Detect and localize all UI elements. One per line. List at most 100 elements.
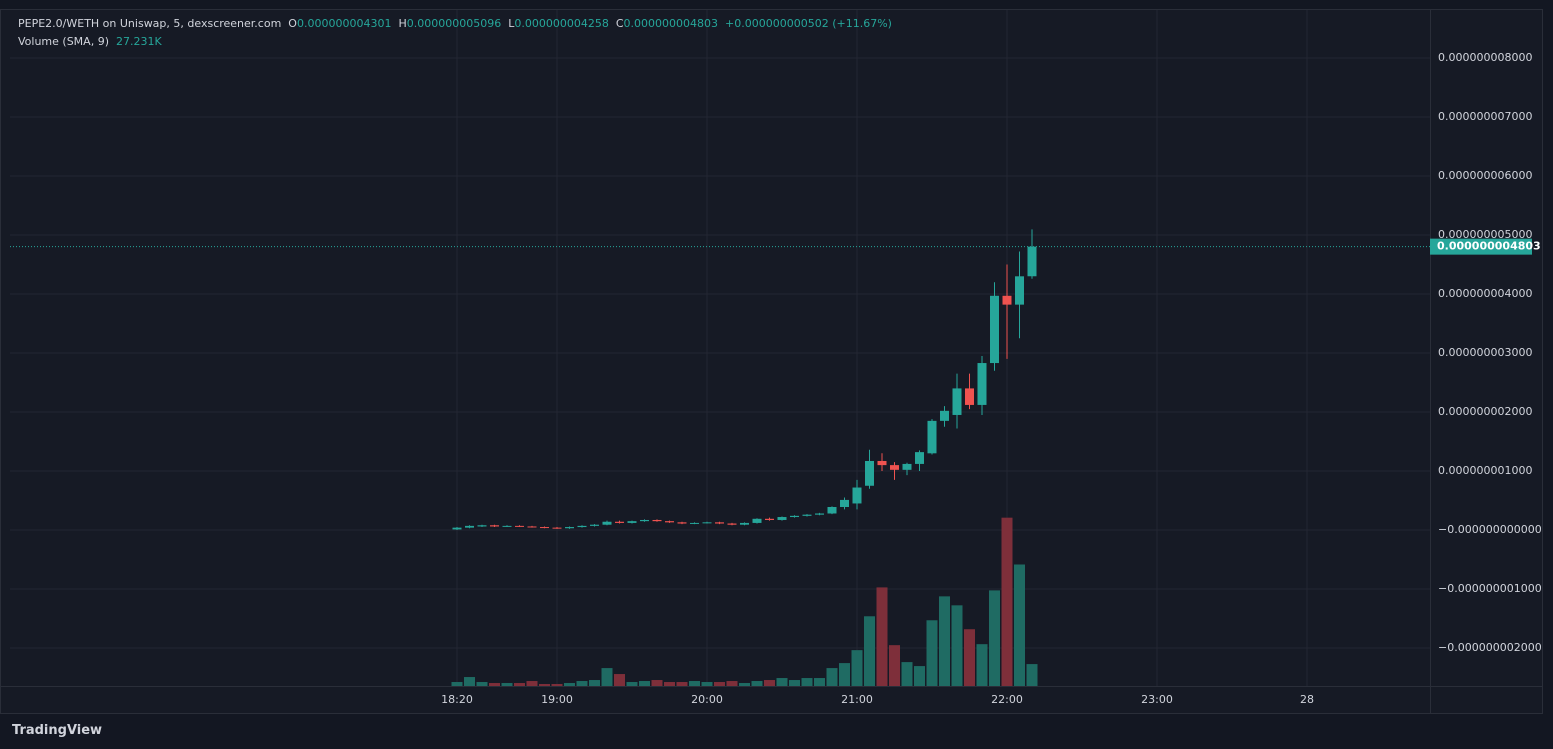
candle-body xyxy=(940,410,949,421)
candle-body xyxy=(865,460,874,486)
x-tick-label: 18:20 xyxy=(441,693,473,706)
x-tick-label: 20:00 xyxy=(691,693,723,706)
y-tick-label: 0.000000006000 xyxy=(1438,169,1532,182)
volume-value: 27.231K xyxy=(115,35,162,48)
x-tick-label: 28 xyxy=(1300,693,1314,706)
price-pane xyxy=(10,229,1430,531)
candle-body xyxy=(577,525,587,528)
volume-bar xyxy=(851,650,863,686)
candle-body xyxy=(927,420,937,454)
volume-bar xyxy=(964,629,975,686)
volume-bar xyxy=(526,681,538,686)
volume-name: Volume (SMA, 9) xyxy=(18,35,109,48)
volume-bar xyxy=(564,683,575,686)
volume-bar xyxy=(489,683,500,686)
candle-body xyxy=(777,517,787,520)
candle-body xyxy=(627,521,637,523)
y-tick-label: 0.000000008000 xyxy=(1438,51,1532,64)
c-value: 0.000000004803 xyxy=(623,17,719,30)
candle-body xyxy=(640,519,649,522)
candle-body xyxy=(790,515,799,518)
volume-bar xyxy=(714,682,725,686)
volume-bar xyxy=(776,678,788,686)
volume-bar xyxy=(501,683,513,686)
candle-body xyxy=(465,525,474,528)
candle-body xyxy=(877,460,887,466)
last-price-label: 0.000000004803 xyxy=(1437,240,1541,253)
y-tick-label: −0.000000002000 xyxy=(1438,641,1542,654)
volume-bar xyxy=(664,682,675,686)
volume-bar xyxy=(626,682,638,686)
volume-bar xyxy=(914,666,925,686)
volume-bar xyxy=(639,681,650,686)
candle-body xyxy=(740,522,749,525)
y-tick-label: 0.000000007000 xyxy=(1438,110,1532,123)
candle-body xyxy=(965,388,974,405)
volume-bar xyxy=(939,596,950,686)
volume-bar xyxy=(814,678,825,686)
x-tick-label: 21:00 xyxy=(841,693,873,706)
y-tick-label: 0.000000001000 xyxy=(1438,464,1532,477)
volume-pane xyxy=(451,517,1038,686)
volume-bar xyxy=(739,683,750,686)
volume-bar xyxy=(801,678,813,686)
volume-bar xyxy=(976,644,988,686)
volume-bar xyxy=(689,681,700,686)
y-tick-label: 0.000000003000 xyxy=(1438,346,1532,359)
volume-bar xyxy=(451,682,463,686)
volume-bar xyxy=(839,663,850,686)
volume-bar xyxy=(651,680,663,686)
volume-bar xyxy=(901,662,913,686)
volume-bar xyxy=(539,684,550,686)
o-label: O xyxy=(288,17,297,30)
volume-legend: Volume (SMA, 9) 27.231K xyxy=(18,35,162,48)
y-tick-label: 0.000000002000 xyxy=(1438,405,1532,418)
axes: 0.000000008000 0.000000007000 0.0000000060… xyxy=(441,51,1542,706)
h-value: 0.000000005096 xyxy=(406,17,502,30)
candle-body xyxy=(915,452,924,464)
ohlc-legend: PEPE2.0/WETH on Uniswap, 5, dexscreener.… xyxy=(18,17,892,30)
brand-logo[interactable]: TradingView xyxy=(12,723,103,738)
last-price-tag xyxy=(1430,238,1532,255)
candle-body xyxy=(702,522,712,524)
volume-bar xyxy=(676,682,688,686)
volume-bar xyxy=(789,680,800,686)
candle-body xyxy=(602,521,612,525)
c-label: C xyxy=(615,17,624,30)
y-tick-label: −0.000000000000 xyxy=(1438,523,1542,536)
candle-body xyxy=(990,295,999,364)
volume-bar xyxy=(751,681,763,686)
candle-body xyxy=(665,521,674,523)
x-tick-label: 23:00 xyxy=(1141,693,1173,706)
candle-body xyxy=(815,513,824,515)
h-label: H xyxy=(398,17,407,30)
candle-body xyxy=(677,522,687,524)
candle-body xyxy=(540,527,549,529)
candle-body xyxy=(615,521,624,523)
volume-bar xyxy=(876,587,888,686)
volume-bar xyxy=(576,681,588,686)
candle-body xyxy=(852,487,862,504)
candle-body xyxy=(565,527,574,529)
candle-body xyxy=(1027,246,1037,277)
volume-bar xyxy=(889,645,900,686)
l-label: L xyxy=(508,17,515,30)
volume-bar xyxy=(1014,564,1025,686)
candle-body xyxy=(890,465,899,470)
candle-body xyxy=(977,363,987,405)
x-tick-label: 22:00 xyxy=(991,693,1023,706)
volume-bar xyxy=(601,668,613,686)
candle-body xyxy=(690,522,699,524)
volume-bar xyxy=(926,620,938,686)
volume-bar xyxy=(464,677,475,686)
candle-body xyxy=(952,388,962,415)
candle-body xyxy=(827,506,837,514)
volume-bar xyxy=(826,668,838,686)
candle-body xyxy=(840,499,849,507)
volume-bar xyxy=(589,680,600,686)
volume-bar xyxy=(1026,664,1038,686)
candle-body xyxy=(715,522,724,524)
y-tick-label: 0.000000005000 xyxy=(1438,228,1532,241)
volume-bar xyxy=(614,674,625,686)
